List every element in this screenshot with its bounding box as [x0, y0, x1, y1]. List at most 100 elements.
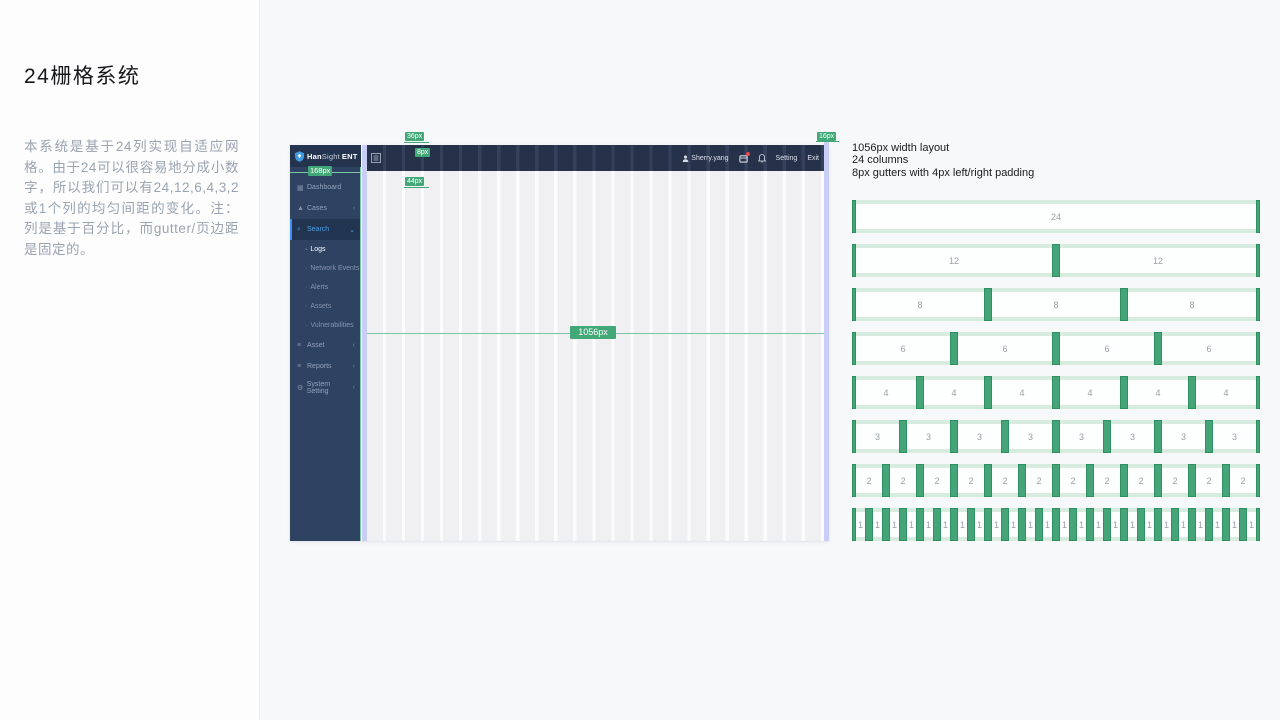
grid-edge-padding-bar [852, 332, 856, 365]
chevron-left-icon: ‹ [352, 342, 355, 349]
setting-link[interactable]: Setting [775, 154, 798, 162]
sidebar-item-cases[interactable]: ▲ Cases ‹ [290, 198, 361, 219]
grid-gutter-bar [882, 508, 890, 541]
grid-gutter-bar [916, 464, 924, 497]
grid-cell: 1 [873, 512, 882, 537]
sidebar-item-asset[interactable]: ≡ Asset ‹ [290, 335, 361, 356]
user-menu[interactable]: Sherry.yang [682, 155, 729, 162]
grid-gutter-bar [916, 376, 924, 409]
sidebar-item-search[interactable]: ⌕ Search ⌄ [290, 219, 361, 240]
grid-gutter-bar [950, 332, 958, 365]
user-icon [682, 155, 689, 162]
grid-edge-padding-bar [1256, 420, 1260, 453]
grid-cell: 2 [924, 468, 950, 493]
grid-cell: 1 [890, 512, 899, 537]
collapse-menu-icon[interactable] [371, 153, 381, 163]
sidebar-item-label: Search [307, 226, 330, 233]
grid-row-span-12: 12 12 [852, 244, 1260, 277]
chevron-left-icon: ‹ [352, 205, 355, 212]
grid-gutter-bar [950, 508, 958, 541]
app-header: Sherry.yang Setting Exit [367, 145, 824, 171]
grid-cell: 3 [1111, 424, 1154, 449]
reports-icon: ≡ [297, 363, 302, 370]
grid-edge-padding-bar [1256, 508, 1260, 541]
grid-gutter-bar [1120, 508, 1128, 541]
grid-edge-padding-bar [852, 244, 856, 277]
grid-cell: 1 [1145, 512, 1154, 537]
bell-icon[interactable] [757, 153, 766, 163]
grid-gutter-bar [1035, 508, 1043, 541]
sidebar-width-badge: 168px [308, 166, 333, 176]
sidebar-menu: ▦Dashboard ▲Cases ‹ ⌕ Search ⌄ LogsNetwork Eve… [290, 177, 361, 398]
grid-gutter-bar [950, 420, 958, 453]
notifications-box-icon[interactable] [738, 151, 750, 163]
grid-gutter-bar [916, 508, 924, 541]
sidebar-item-reports[interactable]: ≡ Reports ‹ [290, 356, 361, 377]
grid-cell: 1 [1111, 512, 1120, 537]
grid-gutter-bar [1001, 508, 1009, 541]
sidebar-subitem-assets[interactable]: Assets [290, 297, 361, 316]
exit-link[interactable]: Exit [807, 154, 819, 162]
page-title: 24栅格系统 [24, 65, 141, 88]
grid-cell: 3 [1009, 424, 1052, 449]
grid-gutter-bar [984, 288, 992, 321]
grid-cell: 1 [1043, 512, 1052, 537]
sidebar-item-dashboard[interactable]: ▦ Dashboard [290, 177, 361, 198]
annotation-line-3: 8px gutters with 4px left/right padding [852, 166, 1035, 179]
sidebar-item-label: System Setting [306, 380, 331, 395]
system-setting-icon: ⚙ [297, 384, 304, 392]
grid-cell: 12 [1060, 248, 1256, 273]
grid-cell: 2 [1196, 468, 1222, 493]
grid-gutter-bar [1018, 464, 1026, 497]
cases-icon: ▲ [297, 205, 304, 212]
grid-edge-padding-bar [852, 420, 856, 453]
grid-gutter-bar [1188, 464, 1196, 497]
grid-gutter-bar [1001, 420, 1009, 453]
sidebar-subitem-network-events[interactable]: Network Events [290, 259, 361, 278]
grid-gutter-bar [984, 508, 992, 541]
grid-gutter-bar [1154, 508, 1162, 541]
logo-brand-suffix: ENT [341, 151, 358, 161]
app-logo[interactable]: HanSight ENT [290, 145, 361, 167]
grid-gutter-bar [1137, 508, 1145, 541]
chevron-left-icon: ‹ [352, 384, 355, 391]
grid-gutter-bar [1120, 464, 1128, 497]
grid-edge-padding-bar [1256, 376, 1260, 409]
grid-gutter-bar [1052, 332, 1060, 365]
grid-gutter-bar [1052, 376, 1060, 409]
column-width-badge: 36px [405, 132, 425, 141]
grid-cell: 3 [1060, 424, 1103, 449]
grid-cell: 2 [1230, 468, 1256, 493]
left-margin-strip [362, 145, 367, 541]
sidebar-item-system-setting[interactable]: ⚙ System Setting ‹ [290, 377, 361, 398]
grid-cell: 1 [907, 512, 916, 537]
sidebar-item-label: Asset [307, 342, 325, 349]
grid-cell: 1 [924, 512, 933, 537]
grid-cell: 3 [1162, 424, 1205, 449]
annotation-line-1: 1056px width layout [852, 142, 950, 154]
grid-gutter-bar [1018, 508, 1026, 541]
grid-gutter-bar [1103, 508, 1111, 541]
grid-gutter-bar [984, 464, 992, 497]
sidebar-subitem-logs[interactable]: Logs [290, 240, 361, 259]
page-description: 本系统是基于24列实现自适应网格。由于24可以很容易地分成小数字，所以我们可以有… [24, 139, 239, 257]
grid-cell: 1 [975, 512, 984, 537]
grid-edge-padding-bar [1256, 244, 1260, 277]
grid-cell: 1 [1162, 512, 1171, 537]
sidebar-subitem-alerts[interactable]: Alerts [290, 278, 361, 297]
sidebar-subitem-vulnerabilities[interactable]: Vulnerabilities [290, 316, 361, 335]
grid-cell: 8 [1128, 292, 1256, 317]
grid-cell: 2 [1060, 468, 1086, 493]
right-margin-strip [824, 141, 829, 541]
grid-cell: 6 [856, 336, 950, 361]
grid-cell: 2 [856, 468, 882, 493]
page-margin-tick [816, 141, 839, 142]
grid-gutter-bar [865, 508, 873, 541]
grid-cell: 1 [856, 512, 865, 537]
grid-gutter-bar [1154, 464, 1162, 497]
grid-gutter-bar [1205, 508, 1213, 541]
grid-cell: 1 [958, 512, 967, 537]
grid-gutter-bar [899, 420, 907, 453]
